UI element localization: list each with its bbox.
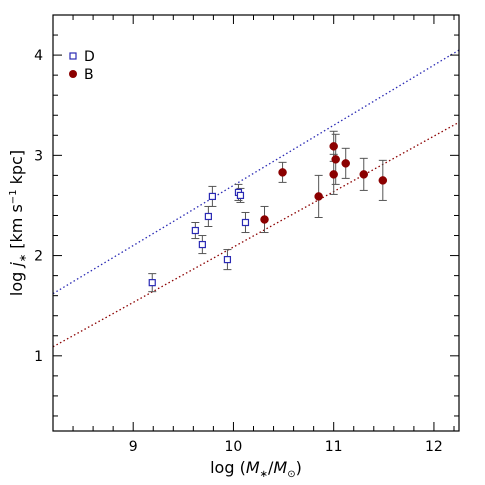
x-tick-label: 10 [225, 439, 243, 455]
legend-marker-B [69, 70, 77, 78]
point-B [359, 170, 369, 179]
plot-frame [52, 14, 460, 432]
point-B [329, 142, 338, 151]
legend: DB [69, 49, 95, 83]
y-tick-label: 4 [34, 48, 43, 64]
x-tick-label: 9 [129, 439, 138, 455]
point-B [329, 170, 338, 179]
point-B [341, 159, 350, 168]
x-tick-label: 12 [425, 439, 443, 455]
point-D [241, 218, 250, 227]
point-D [198, 240, 206, 249]
error-bars [148, 130, 387, 293]
point-B [314, 192, 323, 201]
legend-label-D: D [84, 49, 95, 65]
point-B [331, 155, 340, 164]
point-D [236, 191, 245, 200]
point-D [223, 255, 232, 264]
legend-label-B: B [84, 67, 94, 83]
legend-marker-D [69, 52, 77, 60]
y-tick-label: 2 [34, 249, 43, 265]
x-tick-label: 11 [325, 439, 343, 455]
x-axis-label: log (M∗/M⊙) [210, 458, 302, 480]
point-D [204, 212, 212, 221]
reference-lines [53, 49, 459, 348]
point-D [191, 226, 199, 235]
point-D [148, 279, 156, 287]
data-points [148, 142, 388, 287]
point-B [378, 176, 388, 185]
reference-line-D [53, 49, 459, 295]
y-axis-label: log j∗ [km s−1 kpc] [7, 150, 29, 296]
point-B [260, 215, 269, 224]
y-tick-label: 3 [34, 148, 43, 164]
reference-line-B [53, 121, 459, 348]
y-tick-label: 1 [34, 349, 43, 365]
point-D [208, 192, 216, 201]
point-B [278, 168, 287, 177]
